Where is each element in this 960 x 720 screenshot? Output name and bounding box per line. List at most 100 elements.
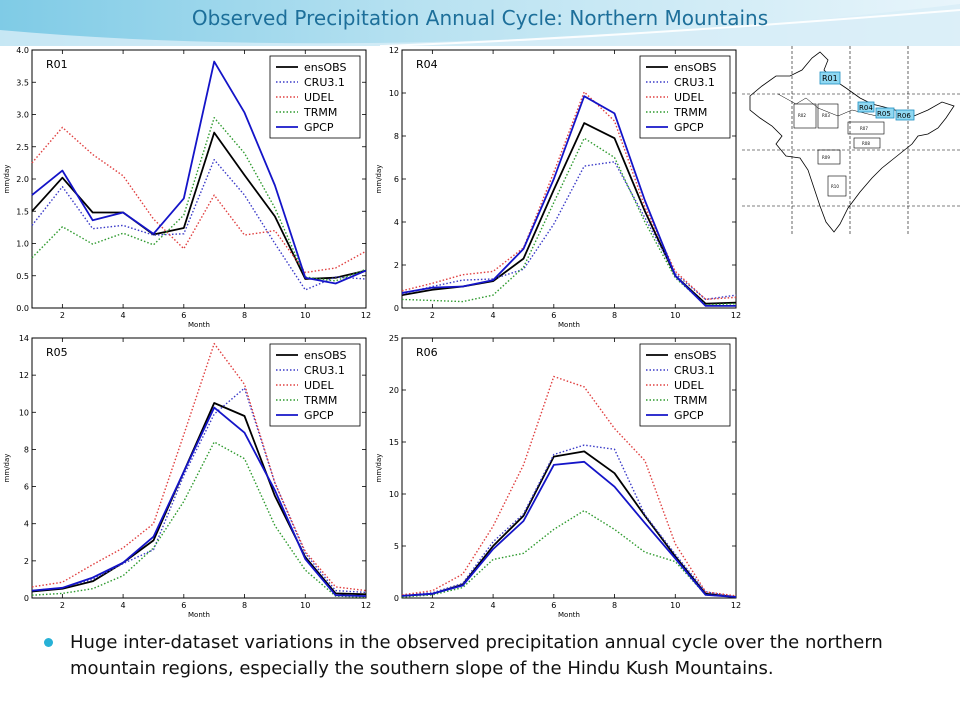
y-axis-label: mm/day xyxy=(375,165,383,194)
legend-box xyxy=(639,343,731,427)
x-axis-label: Month xyxy=(188,321,210,329)
legend-entry: TRMM xyxy=(673,394,707,407)
legend-box xyxy=(269,55,361,139)
x-tick-label: 4 xyxy=(491,311,496,320)
series-line-gpcp xyxy=(401,460,737,598)
y-tick-label: 12 xyxy=(19,371,29,380)
panel-label: R01 xyxy=(46,58,68,71)
panel-label: R06 xyxy=(416,346,438,359)
header-decoration xyxy=(0,0,960,46)
x-tick-label: 6 xyxy=(181,311,186,320)
legend-entry: CRU3.1 xyxy=(304,76,345,89)
series-line-trmm xyxy=(401,509,737,598)
map-box-labels: R02 R03 R07 R08 R09 R10 xyxy=(798,113,870,189)
x-tick-label: 6 xyxy=(551,311,556,320)
y-tick-label: 6 xyxy=(24,483,29,492)
y-tick-label: 20 xyxy=(389,386,399,395)
legend-entry: UDEL xyxy=(304,91,334,104)
y-tick-label: 0 xyxy=(394,594,399,603)
series-line-gpcp xyxy=(31,60,367,285)
legend-entry: ensOBS xyxy=(304,61,346,74)
y-tick-label: 4.0 xyxy=(16,46,29,55)
y-tick-label: 4 xyxy=(394,218,399,227)
x-tick-label: 2 xyxy=(430,311,435,320)
slide-title: Observed Precipitation Annual Cycle: Nor… xyxy=(191,6,769,30)
y-tick-label: 2 xyxy=(24,557,29,566)
map-box-label-r09: R09 xyxy=(822,155,830,160)
x-tick-label: 10 xyxy=(300,311,310,320)
y-tick-label: 2.5 xyxy=(16,143,29,152)
y-tick-label: 3.5 xyxy=(16,78,29,87)
x-tick-label: 12 xyxy=(361,311,371,320)
map-highlight-r06: R06 xyxy=(895,109,915,121)
map-box-label-r10: R10 xyxy=(831,184,839,189)
panel-label: R04 xyxy=(416,58,438,71)
map-region-boxes xyxy=(793,103,885,197)
x-axis-label: Month xyxy=(558,321,580,329)
legend: ensOBS CRU3.1 UDEL TRMM GPCP xyxy=(639,343,731,427)
x-axis-label: Month xyxy=(558,611,580,619)
legend-entry: TRMM xyxy=(303,394,337,407)
x-tick-label: 8 xyxy=(242,311,247,320)
x-tick-label: 8 xyxy=(612,311,617,320)
legend-box xyxy=(269,343,361,427)
x-tick-label: 12 xyxy=(731,601,741,610)
legend-entry: UDEL xyxy=(304,379,334,392)
y-tick-label: 0 xyxy=(394,304,399,313)
y-tick-label: 10 xyxy=(389,490,399,499)
chart-r05: 2 4 6 8 10 12 0 2 4 6 8 10 12 14 Month mm/day R05 ensOBS C… xyxy=(3,334,371,619)
y-axis-label: mm/day xyxy=(3,165,11,194)
series-line-udel xyxy=(31,126,367,274)
chart-panel-r04: 2 4 6 8 10 12 0 2 4 6 8 10 12 Month mm/day R04 ensOBS CRU… xyxy=(372,46,742,334)
y-tick-label: 1.0 xyxy=(16,240,29,249)
y-axis-label: mm/day xyxy=(375,454,383,483)
series-line-trmm xyxy=(31,116,367,282)
legend-box xyxy=(639,55,731,139)
x-tick-label: 2 xyxy=(60,311,65,320)
map-label-r05: R05 xyxy=(877,110,891,118)
legend-entry: CRU3.1 xyxy=(304,364,345,377)
y-tick-label: 2 xyxy=(394,261,399,270)
x-tick-label: 2 xyxy=(60,601,65,610)
map-label-r01: R01 xyxy=(822,74,838,83)
map-coastline xyxy=(749,51,955,233)
map-gridlines xyxy=(742,46,960,236)
map-label-r04: R04 xyxy=(859,104,873,112)
x-tick-label: 12 xyxy=(731,311,741,320)
legend-entry: TRMM xyxy=(673,106,707,119)
series-line-cru31 xyxy=(31,387,367,594)
x-tick-label: 10 xyxy=(670,601,680,610)
legend-entry: GPCP xyxy=(304,121,334,134)
y-tick-label: 2.0 xyxy=(16,175,29,184)
map-highlight-r04: R04 xyxy=(857,101,875,113)
y-tick-label: 8 xyxy=(394,132,399,141)
map-label-r06: R06 xyxy=(897,112,911,120)
chart-r04: 2 4 6 8 10 12 0 2 4 6 8 10 12 Month mm/day R04 ensOBS CRU… xyxy=(375,46,741,329)
series-line-cru31 xyxy=(401,161,737,301)
y-tick-label: 10 xyxy=(19,408,29,417)
legend: ensOBS CRU3.1 UDEL TRMM GPCP xyxy=(269,55,361,139)
series-line-udel xyxy=(401,91,737,301)
map-box-label-r02: R02 xyxy=(798,113,806,118)
y-tick-label: 1.5 xyxy=(16,207,29,216)
legend: ensOBS CRU3.1 UDEL TRMM GPCP xyxy=(639,55,731,139)
legend: ensOBS CRU3.1 UDEL TRMM GPCP xyxy=(269,343,361,427)
x-tick-label: 2 xyxy=(430,601,435,610)
series-line-ensobs xyxy=(31,402,367,596)
x-tick-label: 10 xyxy=(670,311,680,320)
series-line-cru31 xyxy=(401,444,737,598)
map-box-label-r07: R07 xyxy=(860,126,868,131)
legend-entry: CRU3.1 xyxy=(674,364,715,377)
chart-r06: 2 4 6 8 10 12 0 5 10 15 20 25 Month mm/day R06 ensOBS CR… xyxy=(375,334,741,619)
x-tick-label: 4 xyxy=(121,311,126,320)
legend-entry: CRU3.1 xyxy=(674,76,715,89)
map-box-label-r03: R03 xyxy=(822,113,830,118)
y-tick-label: 5 xyxy=(394,542,399,551)
y-axis-label: mm/day xyxy=(3,454,11,483)
chart-panel-r05: 2 4 6 8 10 12 0 2 4 6 8 10 12 14 Month mm/day R05 ensOBS C… xyxy=(0,334,372,620)
x-tick-label: 12 xyxy=(361,601,371,610)
legend-entry: GPCP xyxy=(674,121,704,134)
x-tick-label: 6 xyxy=(181,601,186,610)
map-border xyxy=(777,93,887,119)
y-tick-label: 12 xyxy=(389,46,399,55)
